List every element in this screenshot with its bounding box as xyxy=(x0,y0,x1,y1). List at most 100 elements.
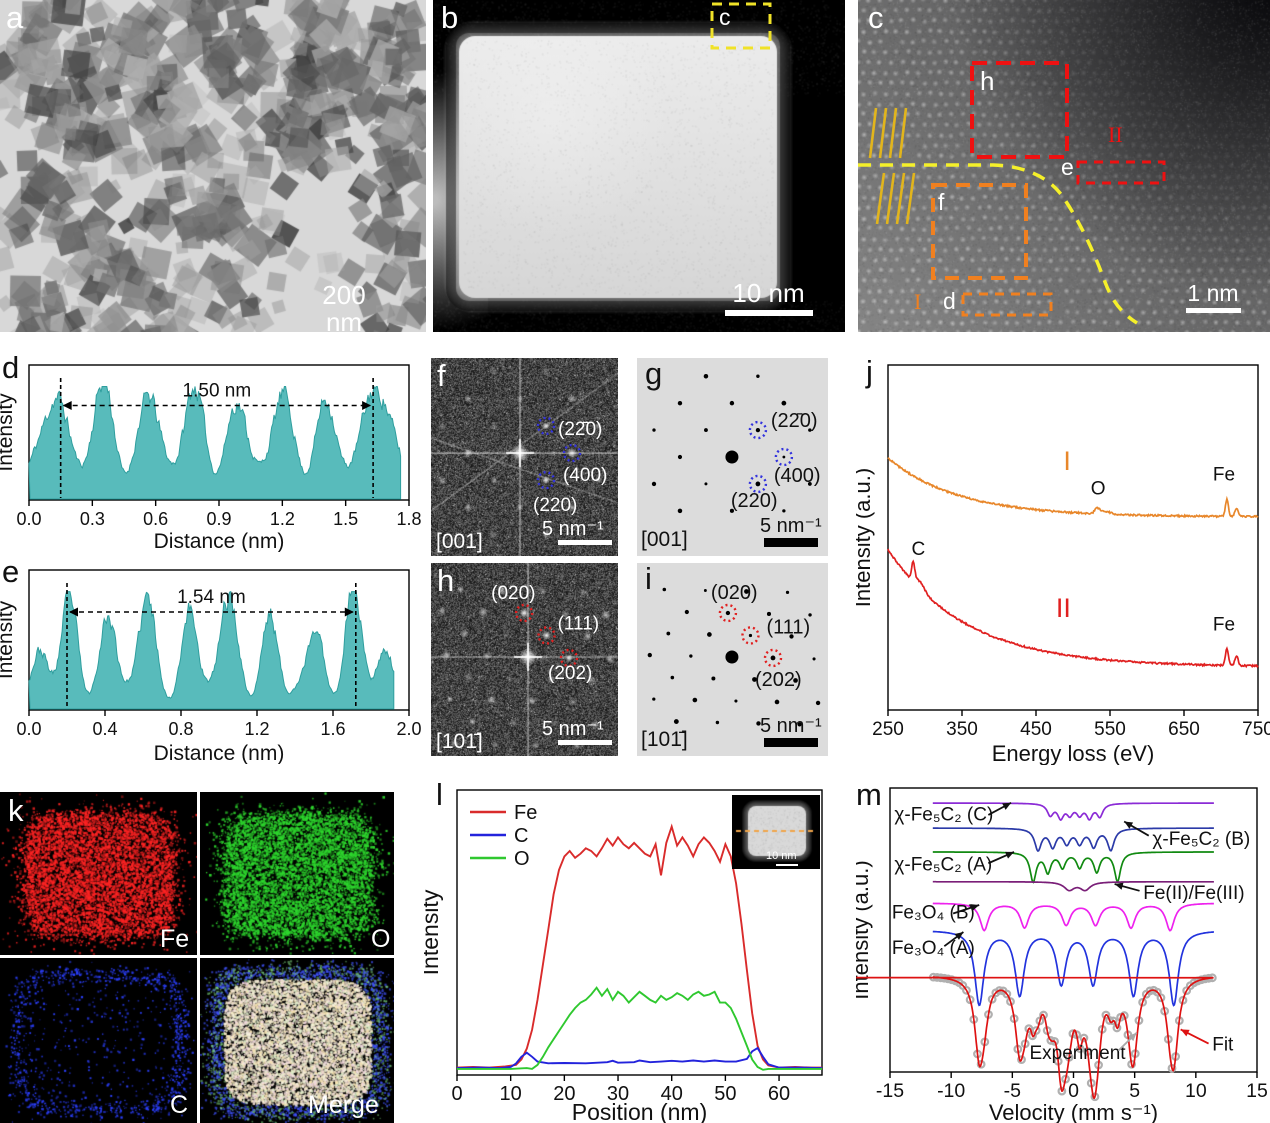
panel-j-eels-spectra: j 250 350 450 550 650 750 Energy loss (eV) Inte… xyxy=(856,352,1270,765)
map-label-merge: Merge xyxy=(308,1091,379,1119)
experiment-marker xyxy=(1024,1024,1034,1034)
direct-beam-spot xyxy=(725,450,739,464)
panel-c-scale-bar: 1 nm xyxy=(1180,281,1246,314)
diffraction-[001]: (22̄0) (400) (220) [001] 5 nm⁻¹ xyxy=(637,358,828,556)
roi-label-e: e xyxy=(1061,154,1074,180)
inset-scale-bar-text: 10 nm xyxy=(766,850,797,862)
panel-b-letter: b xyxy=(441,0,459,35)
component-label: Fe₃O₄ (A) xyxy=(892,938,975,959)
diffraction-spot xyxy=(704,482,708,486)
experiment-marker xyxy=(962,985,971,995)
scale-bar-text: 200 nm xyxy=(322,280,366,338)
diffraction-spot xyxy=(807,482,812,486)
scale-bar-line xyxy=(1185,308,1241,314)
scale-bar-text: 5 nm⁻¹ xyxy=(760,715,822,737)
eels-spectrum-II xyxy=(887,548,1259,669)
panel-b-stem-image: b c 10 nm xyxy=(433,0,845,332)
scale-bar-line xyxy=(558,740,612,745)
experiment-marker xyxy=(1079,1033,1089,1043)
diffraction-spot xyxy=(703,373,709,379)
x-tick-label: 1.6 xyxy=(320,719,345,739)
intensity-profile-area xyxy=(28,384,402,500)
panel-a-tem-image: a 200 nm xyxy=(0,0,426,347)
x-tick-label: 650 xyxy=(1168,719,1200,740)
experiment-marker xyxy=(1156,993,1166,1003)
reflection-label: (400) xyxy=(774,465,821,487)
eds-line-O xyxy=(457,986,822,1071)
x-tick-label: 350 xyxy=(946,719,978,740)
panel-l-letter: l xyxy=(436,777,443,812)
diffraction-spot xyxy=(684,609,689,615)
y-axis-title: Intensity xyxy=(424,889,443,975)
reflection-label: (22̄0) xyxy=(771,410,818,432)
roi-label-c: c xyxy=(719,4,731,30)
y-axis-title: Intensity (a.u.) xyxy=(856,860,873,999)
x-tick-label: 750 xyxy=(1242,719,1270,740)
indexed-spot-circle xyxy=(514,603,534,623)
legend-label-C: C xyxy=(514,825,528,847)
panel-f-letter: f xyxy=(437,358,446,393)
reflection-label: (111) xyxy=(766,616,810,638)
experiment-marker xyxy=(1035,1016,1045,1026)
x-tick-label: -10 xyxy=(937,1080,965,1102)
panel-g-letter: g xyxy=(645,356,663,391)
y-axis-title: Intensity (a.u.) xyxy=(856,468,875,607)
scale-bar-line xyxy=(308,339,380,347)
diffraction-spot xyxy=(766,611,772,616)
mossbauer-component xyxy=(932,930,1215,1007)
diffraction-spot xyxy=(756,721,761,726)
diffraction-spot xyxy=(725,610,731,616)
reflection-label: (400) xyxy=(563,465,607,486)
x-tick-label: 450 xyxy=(1020,719,1052,740)
x-tick-label: 1.8 xyxy=(396,509,421,529)
reflection-label: (220) xyxy=(731,490,778,512)
panel-h-fft-pattern: h (020) (111) (202) [101̄] 5 nm⁻¹ xyxy=(431,563,618,756)
diffraction-spot xyxy=(729,508,734,513)
diffraction-spot xyxy=(774,699,780,705)
component-label: Fe(II)/Fe(III) xyxy=(1143,883,1244,904)
roi-box-e xyxy=(1076,160,1166,185)
diffraction-[101̄]: (020) (111) (202) [101̄] 5 nm⁻¹ xyxy=(637,563,828,756)
diffraction-spot xyxy=(789,634,794,639)
inset-scale-bar-line xyxy=(776,864,798,866)
reflection-label: (020) xyxy=(491,583,535,604)
x-axis-title: Energy loss (eV) xyxy=(992,741,1155,765)
component-label: χ-Fe₅C₂ (C) xyxy=(894,805,993,826)
zone-axis-label: [101̄] xyxy=(641,728,688,751)
diffraction-spot xyxy=(808,613,812,617)
panel-m-mossbauer-spectra: m -15 -10 -5 0 5 10 15 Velocity (mm s⁻¹) Intensi… xyxy=(856,769,1270,1123)
panel-i-letter: i xyxy=(645,561,652,596)
panel-a-scale-bar: 200 nm xyxy=(302,280,386,347)
region-label-i: I xyxy=(914,289,922,314)
experiment-marker xyxy=(1075,1044,1085,1054)
diffraction-spot xyxy=(755,427,761,433)
reflection-label: (111) xyxy=(558,613,600,634)
diffraction-spot xyxy=(703,589,707,592)
scale-bar-text: 5 nm⁻¹ xyxy=(760,515,822,537)
panel-l-line-profile: l 10 nm 0 10 20 30 40 50 60 Position (nm) Intens… xyxy=(424,769,846,1123)
diffraction-spot xyxy=(785,590,790,595)
experiment-marker xyxy=(1017,1055,1026,1065)
roi-label-d: d xyxy=(943,288,956,314)
spectrum-label-Fe: Fe xyxy=(1213,615,1235,636)
interface-dashed-line xyxy=(858,163,1138,325)
panel-m-letter: m xyxy=(856,777,882,812)
x-tick-label: 40 xyxy=(661,1083,683,1105)
x-tick-label: 1.2 xyxy=(270,509,295,529)
fft-overlay: (22̄0) (400) (220) [001] 5 nm⁻¹ xyxy=(436,416,612,553)
stem-nanocube-image xyxy=(433,0,845,332)
diffraction-spot xyxy=(707,632,712,637)
x-axis-title: Position (nm) xyxy=(572,1099,707,1123)
x-tick-label: 20 xyxy=(553,1083,575,1105)
component-label: Fit xyxy=(1212,1035,1234,1056)
diffraction-spot xyxy=(651,481,657,487)
panel-b-scale-bar: 10 nm xyxy=(721,279,816,317)
chart-m: -15 -10 -5 0 5 10 15 Velocity (mm s⁻¹) Intensity… xyxy=(856,787,1268,1123)
direct-beam-spot xyxy=(725,650,739,664)
reflection-label: (020) xyxy=(711,582,758,604)
spectrum-label-C: C xyxy=(911,539,925,560)
chart-d: 0.0 0.3 0.6 0.9 1.2 1.5 1.8 Distance (nm) Intens… xyxy=(0,364,422,552)
diffraction-spot xyxy=(752,677,757,682)
x-tick-label: 0 xyxy=(1068,1080,1079,1102)
